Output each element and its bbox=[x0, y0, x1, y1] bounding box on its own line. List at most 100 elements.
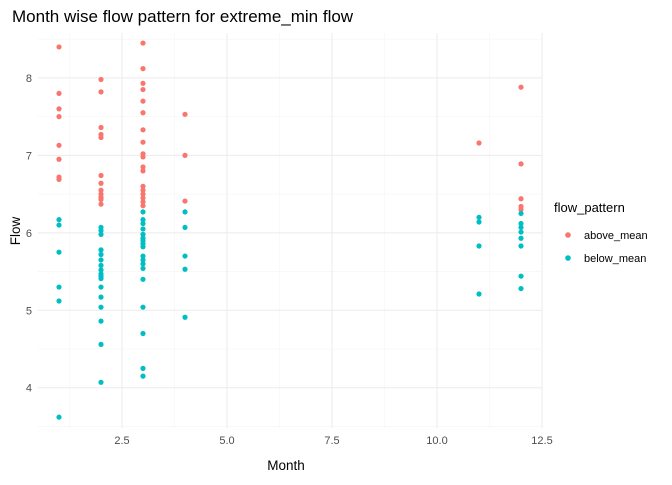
data-point bbox=[98, 294, 104, 300]
data-point bbox=[140, 330, 146, 337]
series-below-mean bbox=[56, 209, 524, 420]
x-tick-label: 10.0 bbox=[426, 435, 447, 447]
data-point bbox=[98, 172, 104, 179]
data-point bbox=[182, 266, 188, 272]
data-point bbox=[98, 257, 104, 263]
data-point bbox=[518, 210, 524, 217]
data-point bbox=[56, 142, 62, 148]
data-point bbox=[140, 257, 146, 263]
data-point bbox=[140, 244, 146, 250]
data-point bbox=[56, 90, 62, 97]
data-point bbox=[140, 110, 146, 116]
data-point bbox=[98, 262, 104, 268]
data-point bbox=[140, 265, 146, 272]
y-tick-label: 8 bbox=[26, 73, 32, 85]
data-point bbox=[182, 253, 188, 259]
data-point bbox=[140, 98, 146, 104]
data-point bbox=[518, 285, 524, 292]
data-point bbox=[140, 253, 146, 259]
data-point bbox=[140, 195, 146, 201]
data-point bbox=[140, 199, 146, 205]
data-point bbox=[56, 114, 62, 120]
data-point bbox=[476, 140, 482, 146]
data-point bbox=[518, 84, 524, 90]
data-point bbox=[140, 304, 146, 310]
data-point bbox=[56, 217, 62, 223]
data-point bbox=[56, 44, 62, 50]
data-point bbox=[140, 66, 146, 72]
data-point bbox=[56, 156, 62, 162]
data-point bbox=[56, 222, 62, 228]
data-point bbox=[140, 40, 146, 46]
legend-label: below_mean bbox=[584, 253, 646, 265]
y-tick-label: 7 bbox=[26, 150, 32, 162]
data-point bbox=[182, 314, 188, 320]
data-point bbox=[98, 341, 104, 347]
data-point bbox=[140, 139, 146, 145]
data-point bbox=[98, 227, 104, 234]
data-point bbox=[98, 201, 104, 207]
data-point bbox=[56, 106, 62, 112]
data-point bbox=[98, 89, 104, 95]
data-point bbox=[98, 318, 104, 324]
y-axis-title: Flow bbox=[8, 217, 23, 246]
data-point bbox=[182, 111, 188, 117]
data-point bbox=[140, 164, 146, 170]
data-point bbox=[140, 231, 146, 237]
data-point bbox=[182, 209, 188, 215]
y-tick-label: 5 bbox=[26, 305, 32, 317]
data-point bbox=[476, 291, 482, 297]
tick-labels: 2.5 5.0 7.5 10.0 12.5 4 5 6 7 8 bbox=[26, 73, 553, 447]
data-points bbox=[56, 40, 524, 420]
chart-title: Month wise flow pattern for extreme_min … bbox=[12, 7, 354, 26]
data-point bbox=[98, 124, 104, 131]
data-point bbox=[476, 243, 482, 249]
data-point bbox=[518, 273, 524, 279]
data-point bbox=[98, 379, 104, 385]
y-tick-label: 4 bbox=[26, 383, 32, 395]
data-point bbox=[140, 261, 146, 267]
series-above-mean bbox=[56, 40, 524, 213]
data-point bbox=[140, 209, 146, 215]
data-point bbox=[140, 86, 146, 93]
grid bbox=[38, 33, 543, 428]
data-point bbox=[56, 414, 62, 420]
data-point bbox=[140, 276, 146, 282]
data-point bbox=[476, 214, 482, 220]
data-point bbox=[140, 226, 146, 232]
data-point bbox=[98, 251, 104, 258]
legend-title: flow_pattern bbox=[554, 200, 625, 215]
data-point bbox=[140, 220, 146, 227]
data-point bbox=[98, 134, 104, 141]
data-point bbox=[98, 76, 104, 83]
y-tick-label: 6 bbox=[26, 228, 32, 240]
legend-key bbox=[565, 255, 571, 261]
data-point bbox=[98, 247, 104, 253]
data-point bbox=[140, 154, 146, 160]
data-point bbox=[56, 284, 62, 290]
x-tick-label: 12.5 bbox=[531, 435, 552, 447]
data-point bbox=[140, 365, 146, 371]
data-point bbox=[56, 249, 62, 255]
legend-label: above_mean bbox=[584, 230, 648, 242]
data-point bbox=[518, 220, 524, 227]
data-point bbox=[98, 231, 104, 237]
data-point bbox=[518, 224, 524, 231]
data-point bbox=[140, 217, 146, 223]
data-point bbox=[518, 229, 524, 235]
data-point bbox=[98, 187, 104, 193]
data-point bbox=[182, 224, 188, 231]
data-point bbox=[518, 161, 524, 167]
data-point bbox=[518, 206, 524, 213]
data-point bbox=[518, 243, 524, 249]
data-point bbox=[476, 219, 482, 225]
legend-items: above_mean below_mean bbox=[565, 230, 648, 265]
x-tick-label: 2.5 bbox=[114, 435, 129, 447]
data-point bbox=[98, 180, 104, 186]
data-point bbox=[182, 198, 188, 204]
data-point bbox=[98, 267, 104, 273]
data-point bbox=[56, 298, 62, 304]
data-point bbox=[140, 80, 146, 86]
